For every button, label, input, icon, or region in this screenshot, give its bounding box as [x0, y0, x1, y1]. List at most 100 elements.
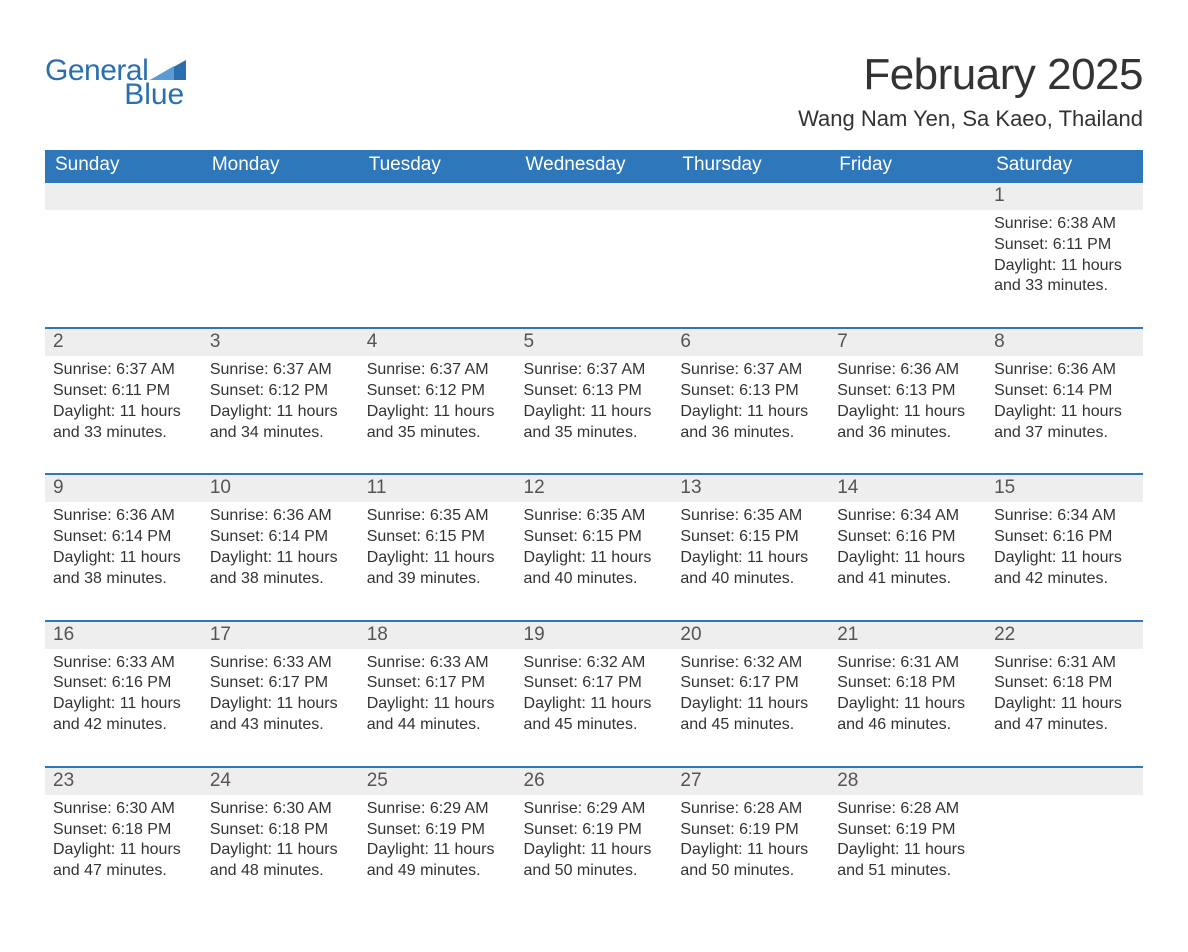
sunset-line: Sunset: 6:14 PM	[210, 527, 351, 548]
sunset-line: Sunset: 6:19 PM	[367, 820, 508, 841]
daylight-label: Daylight:	[524, 549, 591, 566]
day-details	[672, 210, 829, 300]
sunset-value: 6:14 PM	[1053, 382, 1113, 399]
sunset-value: 6:16 PM	[896, 528, 956, 545]
brand-logo: General Blue	[45, 50, 186, 110]
daylight-line: Daylight: 11 hours and 47 minutes.	[53, 840, 194, 882]
calendar-day-cell: 2Sunrise: 6:37 AMSunset: 6:11 PMDaylight…	[45, 328, 202, 474]
day-details: Sunrise: 6:35 AMSunset: 6:15 PMDaylight:…	[359, 502, 516, 619]
daylight-line: Daylight: 11 hours and 40 minutes.	[524, 548, 665, 590]
sunrise-label: Sunrise:	[680, 361, 743, 378]
calendar-body: 1Sunrise: 6:38 AMSunset: 6:11 PMDaylight…	[45, 182, 1143, 912]
day-number: 18	[359, 622, 516, 649]
day-number: 1	[986, 183, 1143, 210]
daylight-label: Daylight:	[837, 549, 904, 566]
day-details: Sunrise: 6:38 AMSunset: 6:11 PMDaylight:…	[986, 210, 1143, 327]
calendar-day-cell: 5Sunrise: 6:37 AMSunset: 6:13 PMDaylight…	[516, 328, 673, 474]
day-details	[829, 210, 986, 300]
sunset-label: Sunset:	[53, 382, 112, 399]
calendar-day-cell	[829, 182, 986, 328]
day-number: 6	[672, 329, 829, 356]
daylight-label: Daylight:	[367, 403, 434, 420]
sunrise-label: Sunrise:	[680, 507, 743, 524]
day-number: 21	[829, 622, 986, 649]
sunrise-value: 6:31 AM	[900, 654, 959, 671]
sunset-line: Sunset: 6:12 PM	[210, 381, 351, 402]
sunrise-line: Sunrise: 6:38 AM	[994, 214, 1135, 235]
sunrise-value: 6:34 AM	[900, 507, 959, 524]
day-number: 27	[672, 768, 829, 795]
location-subtitle: Wang Nam Yen, Sa Kaeo, Thailand	[798, 106, 1143, 132]
sunrise-value: 6:36 AM	[273, 507, 332, 524]
sunrise-line: Sunrise: 6:28 AM	[680, 799, 821, 820]
daylight-line: Daylight: 11 hours and 42 minutes.	[994, 548, 1135, 590]
day-details: Sunrise: 6:37 AMSunset: 6:11 PMDaylight:…	[45, 356, 202, 473]
calendar-day-cell	[672, 182, 829, 328]
sunset-value: 6:18 PM	[896, 674, 956, 691]
daylight-line: Daylight: 11 hours and 33 minutes.	[53, 402, 194, 444]
calendar-day-cell: 1Sunrise: 6:38 AMSunset: 6:11 PMDaylight…	[986, 182, 1143, 328]
daylight-line: Daylight: 11 hours and 51 minutes.	[837, 840, 978, 882]
calendar-day-cell: 12Sunrise: 6:35 AMSunset: 6:15 PMDayligh…	[516, 474, 673, 620]
sunrise-label: Sunrise:	[837, 361, 900, 378]
calendar-day-cell: 22Sunrise: 6:31 AMSunset: 6:18 PMDayligh…	[986, 621, 1143, 767]
sunrise-line: Sunrise: 6:32 AM	[680, 653, 821, 674]
logo-word-blue: Blue	[124, 80, 184, 110]
sunrise-label: Sunrise:	[680, 654, 743, 671]
day-number: 12	[516, 475, 673, 502]
calendar-day-cell: 11Sunrise: 6:35 AMSunset: 6:15 PMDayligh…	[359, 474, 516, 620]
sunrise-value: 6:29 AM	[587, 800, 646, 817]
title-block: February 2025 Wang Nam Yen, Sa Kaeo, Tha…	[798, 50, 1143, 132]
daylight-line: Daylight: 11 hours and 45 minutes.	[680, 694, 821, 736]
daylight-label: Daylight:	[53, 403, 120, 420]
sunset-label: Sunset:	[53, 528, 112, 545]
daylight-line: Daylight: 11 hours and 37 minutes.	[994, 402, 1135, 444]
daylight-label: Daylight:	[680, 695, 747, 712]
sunrise-label: Sunrise:	[994, 361, 1057, 378]
sunrise-line: Sunrise: 6:33 AM	[53, 653, 194, 674]
day-details: Sunrise: 6:28 AMSunset: 6:19 PMDaylight:…	[829, 795, 986, 912]
daylight-label: Daylight:	[994, 257, 1061, 274]
sunset-line: Sunset: 6:15 PM	[367, 527, 508, 548]
sunset-value: 6:17 PM	[425, 674, 485, 691]
sunrise-line: Sunrise: 6:29 AM	[367, 799, 508, 820]
daylight-label: Daylight:	[994, 695, 1061, 712]
day-number: 10	[202, 475, 359, 502]
daylight-line: Daylight: 11 hours and 35 minutes.	[524, 402, 665, 444]
daylight-line: Daylight: 11 hours and 41 minutes.	[837, 548, 978, 590]
sunset-line: Sunset: 6:18 PM	[210, 820, 351, 841]
sunrise-label: Sunrise:	[994, 215, 1057, 232]
sunset-label: Sunset:	[210, 674, 269, 691]
logo-flag-icon	[150, 58, 186, 80]
daylight-label: Daylight:	[210, 403, 277, 420]
sunrise-value: 6:37 AM	[273, 361, 332, 378]
sunset-line: Sunset: 6:19 PM	[837, 820, 978, 841]
day-details: Sunrise: 6:35 AMSunset: 6:15 PMDaylight:…	[672, 502, 829, 619]
day-details: Sunrise: 6:31 AMSunset: 6:18 PMDaylight:…	[986, 649, 1143, 766]
sunset-label: Sunset:	[994, 528, 1053, 545]
daylight-line: Daylight: 11 hours and 47 minutes.	[994, 694, 1135, 736]
sunrise-value: 6:29 AM	[430, 800, 489, 817]
sunset-value: 6:13 PM	[739, 382, 799, 399]
sunrise-value: 6:38 AM	[1057, 215, 1116, 232]
day-details: Sunrise: 6:28 AMSunset: 6:19 PMDaylight:…	[672, 795, 829, 912]
sunset-value: 6:18 PM	[112, 821, 172, 838]
calendar-day-cell	[202, 182, 359, 328]
calendar-day-cell: 14Sunrise: 6:34 AMSunset: 6:16 PMDayligh…	[829, 474, 986, 620]
sunrise-label: Sunrise:	[53, 361, 116, 378]
sunset-label: Sunset:	[680, 528, 739, 545]
daylight-label: Daylight:	[367, 549, 434, 566]
sunrise-value: 6:36 AM	[1057, 361, 1116, 378]
day-number: 15	[986, 475, 1143, 502]
day-details: Sunrise: 6:37 AMSunset: 6:13 PMDaylight:…	[516, 356, 673, 473]
day-number	[986, 768, 1143, 795]
sunrise-label: Sunrise:	[524, 507, 587, 524]
daylight-line: Daylight: 11 hours and 42 minutes.	[53, 694, 194, 736]
month-title: February 2025	[798, 50, 1143, 100]
daylight-label: Daylight:	[210, 695, 277, 712]
sunrise-label: Sunrise:	[367, 361, 430, 378]
calendar-day-cell: 19Sunrise: 6:32 AMSunset: 6:17 PMDayligh…	[516, 621, 673, 767]
sunset-label: Sunset:	[524, 382, 583, 399]
sunset-value: 6:13 PM	[582, 382, 642, 399]
sunrise-line: Sunrise: 6:37 AM	[53, 360, 194, 381]
